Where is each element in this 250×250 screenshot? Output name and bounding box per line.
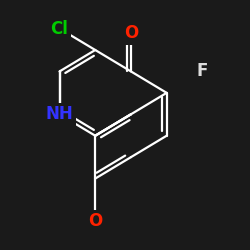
Text: O: O <box>88 212 102 230</box>
Text: NH: NH <box>46 105 74 123</box>
Text: Cl: Cl <box>50 20 68 38</box>
Text: O: O <box>124 24 138 42</box>
Text: F: F <box>197 62 208 80</box>
